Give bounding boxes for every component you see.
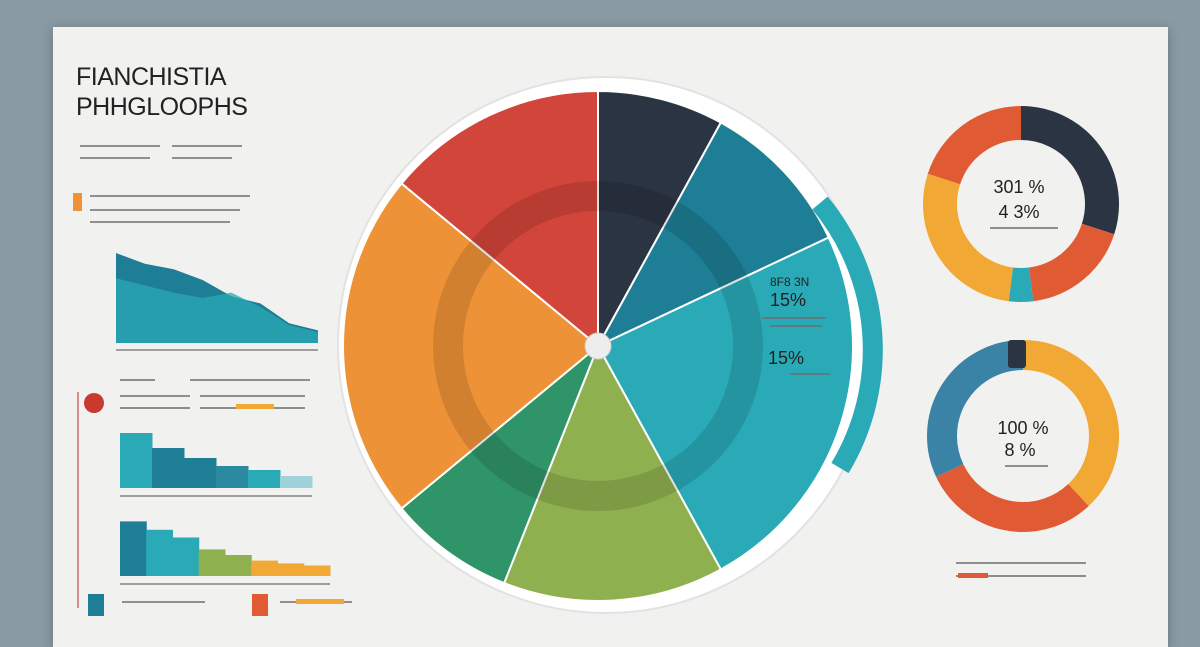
bar-5 [225, 555, 252, 576]
donut-slice-2 [936, 463, 1089, 532]
bar-6 [251, 560, 278, 576]
wheel-slice-3 [596, 236, 854, 571]
wheel-chart [342, 89, 854, 602]
donut-bottom-center: 100 % 8 % [997, 418, 1049, 467]
bar-chart-upper [120, 433, 313, 497]
donut-slice-1 [1020, 106, 1119, 235]
mid-left-yellow-bar [236, 404, 274, 409]
wheel-slice-5 [400, 345, 599, 585]
donut-slice-2 [1028, 223, 1115, 302]
bar-3 [172, 537, 200, 576]
left-orange-marker [73, 193, 82, 211]
donut-bottom-tab [1008, 340, 1026, 368]
donut-slice-5 [927, 106, 1022, 185]
donut-slice-1 [1022, 340, 1119, 506]
bar-chart-lower [120, 521, 331, 585]
wheel-right-arc [812, 196, 883, 474]
wheel-right-percent-2: 15% [768, 348, 804, 368]
wheel-slice-4 [502, 343, 723, 602]
donut-bottom-value-2: 8 % [1004, 440, 1035, 460]
bottom-right-accent [958, 573, 988, 578]
wheel-slice-6 [342, 182, 600, 510]
wheel-slice-7 [400, 89, 599, 349]
donut-slice-3 [1008, 267, 1034, 302]
title-line-1: FIANCHISTIA [76, 63, 227, 91]
wheel-right-annotations: 8F8 3N 15% 15% [762, 275, 830, 375]
bar-3 [184, 458, 217, 488]
wheel-right-percent: 15% [770, 290, 806, 310]
donut-top-center: 301 % 4 3% [990, 177, 1058, 229]
area-series-2 [116, 278, 318, 343]
wheel-inner-ring [433, 181, 763, 511]
bottom-left-items [88, 594, 352, 616]
donut-bottom-value-1: 100 % [997, 418, 1048, 438]
donut-chart-top [923, 106, 1119, 302]
donut-top-value-2: 4 3% [998, 202, 1039, 222]
page-title: FIANCHISTIA PHHGLOOPHS [76, 62, 248, 122]
title-line-2: PHHGLOOPHS [76, 93, 248, 121]
area-chart [116, 253, 318, 351]
bar-4 [216, 466, 249, 488]
wheel-right-label: 8F8 3N [770, 275, 809, 289]
bar-2 [152, 448, 185, 488]
donut-top-value-1: 301 % [993, 177, 1044, 197]
bar-7 [277, 563, 305, 576]
bar-2 [146, 529, 173, 576]
wheel-slice-2 [595, 121, 831, 349]
bar-1 [120, 521, 147, 576]
wheel-slice-1 [597, 89, 723, 347]
bar-4 [198, 549, 226, 576]
left-text-lines [80, 145, 250, 223]
bar-5 [248, 470, 281, 488]
donut-slice-4 [923, 173, 1014, 302]
bar-6 [280, 476, 313, 488]
donut-chart-bottom [927, 340, 1119, 532]
red-badge [84, 393, 104, 413]
bar-1 [120, 433, 153, 488]
bar-8 [303, 565, 331, 576]
mid-left-text-lines [120, 379, 310, 409]
wheel-hub [584, 332, 612, 360]
donut-slice-3 [927, 340, 1024, 477]
infographic-canvas: 8F8 3N 15% 15% 301 % 4 3% 100 % 8 % [73, 76, 1119, 616]
